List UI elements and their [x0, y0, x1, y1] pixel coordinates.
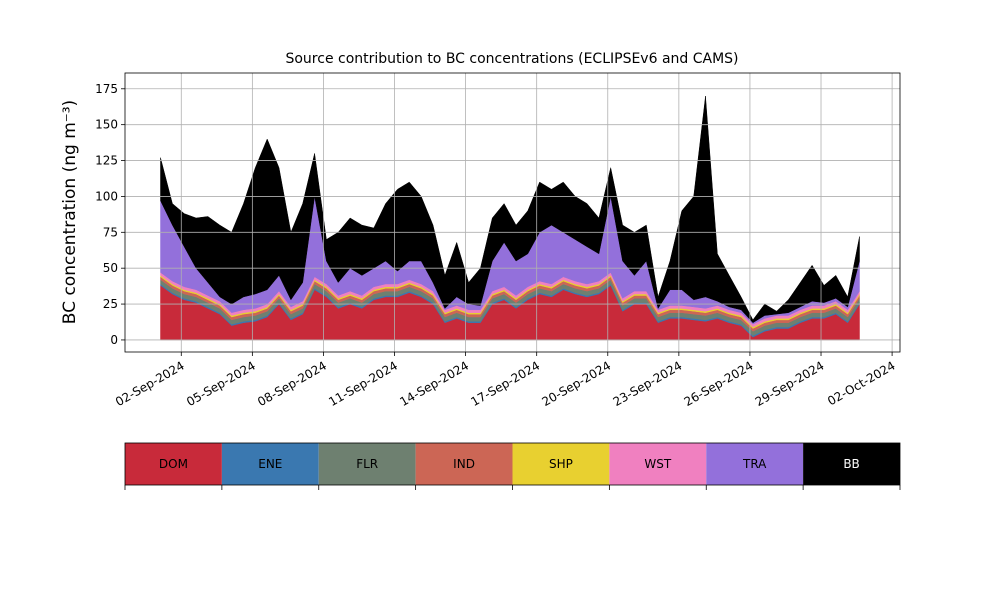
x-tick-label: 20-Sep-2024	[540, 358, 614, 409]
legend-swatch	[706, 443, 804, 485]
legend-frame	[124, 442, 901, 486]
y-tick-label: 150	[95, 118, 118, 132]
y-tick-label: 75	[103, 225, 118, 239]
legend-label: IND	[453, 457, 475, 471]
legend-swatch	[125, 443, 222, 485]
legend-label: ENE	[258, 457, 282, 471]
legend-label: BB	[843, 457, 859, 471]
plot-frame	[124, 72, 901, 353]
y-tick-label: 0	[110, 333, 118, 347]
chart-title: Source contribution to BC concentrations…	[285, 51, 738, 67]
x-tick-label: 02-Oct-2024	[825, 358, 897, 408]
legend-label: DOM	[159, 457, 188, 471]
y-tick-label: 125	[95, 154, 118, 168]
x-tick-label: 23-Sep-2024	[611, 358, 685, 409]
x-tick-label: 02-Sep-2024	[113, 358, 187, 409]
y-tick-label: 25	[103, 297, 118, 311]
legend-swatch	[803, 443, 900, 485]
x-tick-label: 29-Sep-2024	[753, 358, 827, 409]
x-tick-label: 14-Sep-2024	[397, 358, 471, 409]
y-axis-label: BC concentration (ng m⁻³)	[60, 100, 80, 324]
legend-swatch	[415, 443, 513, 485]
legend-label: WST	[644, 457, 671, 471]
legend-label: SHP	[549, 457, 573, 471]
y-tick-label: 100	[95, 189, 118, 203]
legend-swatch	[609, 443, 707, 485]
x-tick-label: 08-Sep-2024	[255, 358, 329, 409]
y-tick-label: 50	[103, 261, 118, 275]
legend-label: TRA	[742, 457, 767, 471]
x-tick-label: 26-Sep-2024	[682, 358, 756, 409]
area	[160, 95, 860, 324]
x-tick-label: 17-Sep-2024	[468, 358, 542, 409]
x-tick-label: 11-Sep-2024	[326, 358, 400, 409]
y-tick-label: 175	[95, 82, 118, 96]
legend-swatch	[221, 443, 319, 485]
legend-label: FLR	[356, 457, 378, 471]
legend-swatch	[318, 443, 416, 485]
x-tick-label: 05-Sep-2024	[184, 358, 258, 409]
legend-swatch	[512, 443, 610, 485]
